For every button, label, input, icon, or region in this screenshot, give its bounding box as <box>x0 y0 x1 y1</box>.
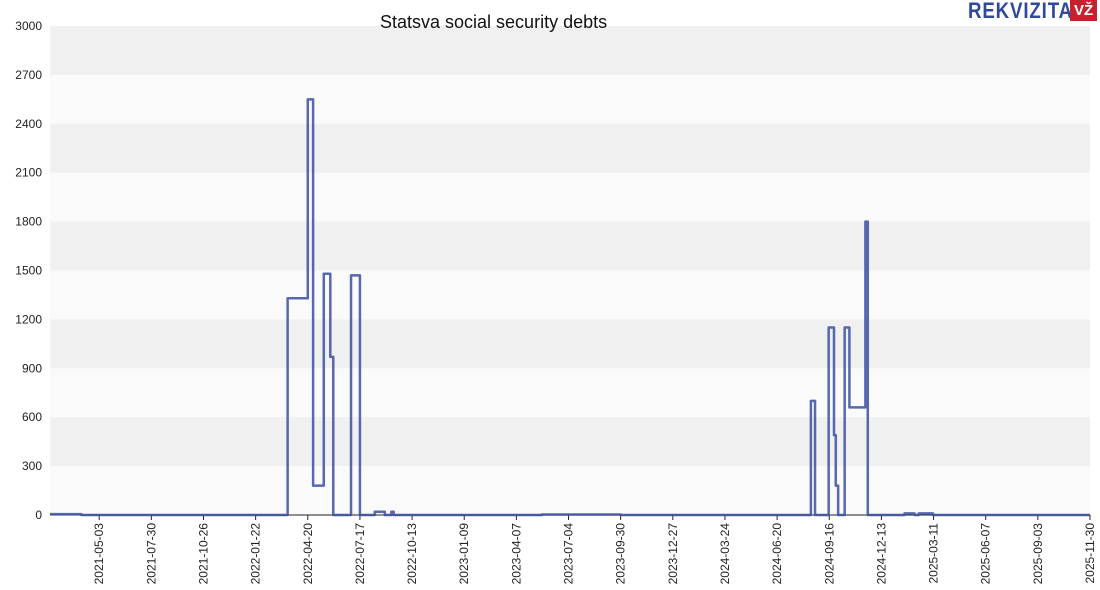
x-tick-label: 2023-12-27 <box>666 523 680 585</box>
x-tick-label: 2023-04-07 <box>509 523 523 585</box>
y-tick-label: 1800 <box>15 215 42 229</box>
grid-band <box>50 221 1090 271</box>
x-tick-label: 2022-01-22 <box>249 523 263 585</box>
y-tick-label: 0 <box>35 508 42 522</box>
logo-badge: VŽ <box>1070 0 1098 21</box>
x-tick-label: 2024-03-24 <box>718 523 732 585</box>
logo-text: REKVIZITAI <box>968 0 1080 23</box>
x-tick-label: 2024-12-13 <box>874 523 888 585</box>
x-tick-label: 2021-05-03 <box>92 523 106 585</box>
x-tick-label: 2023-09-30 <box>614 523 628 585</box>
x-tick-label: 2022-10-13 <box>405 523 419 585</box>
y-tick-label: 900 <box>22 361 42 375</box>
x-tick-label: 2025-09-03 <box>1031 523 1045 585</box>
y-tick-label: 3000 <box>15 19 42 33</box>
y-tick-label: 2100 <box>15 166 42 180</box>
x-tick-label: 2022-07-17 <box>353 523 367 585</box>
x-tick-label: 2021-10-26 <box>196 523 210 585</box>
grid-band <box>50 319 1090 369</box>
x-tick-label: 2025-06-07 <box>979 523 993 585</box>
chart-title: Statsva social security debts <box>380 12 608 32</box>
y-tick-label: 600 <box>22 410 42 424</box>
grid-band <box>50 417 1090 467</box>
series-line <box>50 98 1090 517</box>
x-tick-label: 2022-04-20 <box>301 523 315 585</box>
rekvizitai-logo[interactable]: REKVIZITAI VŽ <box>968 0 1099 23</box>
y-tick-label: 300 <box>22 459 42 473</box>
y-tick-label: 1200 <box>15 312 42 326</box>
x-tick-label: 2024-09-16 <box>822 523 836 585</box>
x-tick-label: 2024-06-20 <box>770 523 784 585</box>
y-tick-label: 1500 <box>15 264 42 278</box>
x-tick-label: 2023-01-09 <box>457 523 471 585</box>
grid-band <box>50 123 1090 173</box>
x-tick-label: 2021-07-30 <box>144 523 158 585</box>
grid-band <box>50 26 1090 75</box>
x-tick-label: 2025-11-30 <box>1083 523 1097 584</box>
y-tick-label: 2400 <box>15 117 42 131</box>
y-tick-label: 2700 <box>15 68 42 82</box>
x-tick-label: 2025-03-11 <box>927 523 941 584</box>
x-tick-label: 2023-07-04 <box>562 523 576 585</box>
